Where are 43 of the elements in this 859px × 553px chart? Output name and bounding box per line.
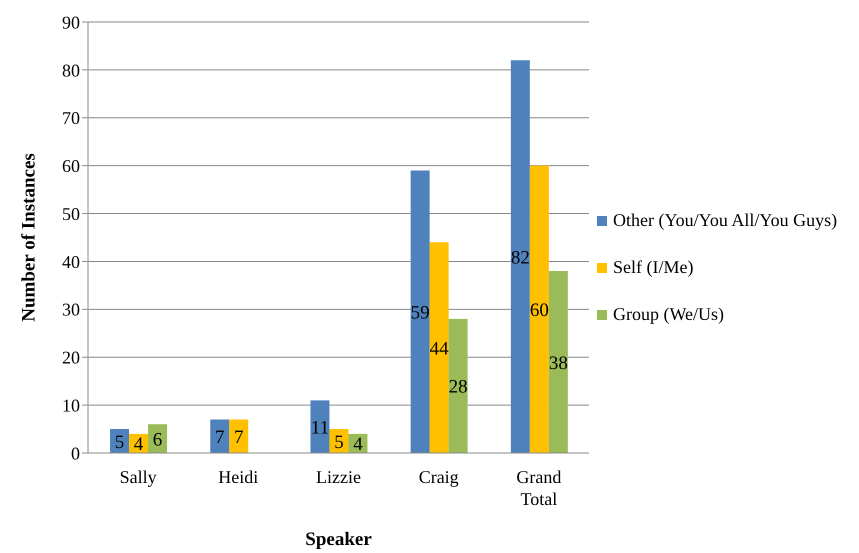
data-label: 4	[134, 434, 144, 456]
legend-label: Other (You/You All/You Guys)	[613, 210, 838, 231]
bar	[410, 170, 430, 453]
data-label: 38	[548, 352, 568, 374]
data-label: 5	[114, 432, 124, 453]
data-label: 4	[353, 434, 364, 456]
y-tick-label: 10	[62, 396, 80, 416]
y-tick-label: 80	[62, 60, 80, 80]
x-axis-title: Speaker	[305, 529, 372, 550]
data-label: 59	[410, 302, 430, 324]
y-axis-title: Number of Instances	[18, 153, 40, 322]
data-label: 60	[530, 300, 549, 322]
data-label: 5	[334, 432, 344, 453]
data-label: 7	[214, 426, 224, 448]
y-tick-label: 50	[62, 204, 80, 224]
bar	[310, 400, 330, 453]
y-tick-label: 20	[62, 348, 80, 368]
bar	[229, 419, 248, 453]
y-tick-label: 40	[62, 252, 80, 272]
bar	[530, 166, 549, 453]
x-tick-label: Heidi	[218, 467, 258, 487]
y-tick-label: 90	[62, 12, 80, 32]
x-tick-label: Grand Total	[516, 467, 562, 509]
y-tick-label: 70	[62, 108, 80, 128]
legend-label: Group (We/Us)	[613, 304, 724, 325]
data-label: 6	[152, 429, 162, 450]
bar	[210, 419, 230, 453]
x-tick-label: Lizzie	[316, 467, 361, 487]
y-tick-label: 60	[62, 156, 80, 176]
x-tick-label: Sally	[120, 467, 157, 487]
x-tick-label: Craig	[418, 467, 459, 487]
bar	[510, 60, 530, 453]
data-label: 28	[448, 376, 468, 398]
bar	[430, 242, 449, 453]
data-label: 82	[510, 247, 530, 268]
data-label: 44	[430, 338, 450, 360]
bar	[448, 318, 468, 453]
bar	[548, 271, 568, 453]
data-label: 11	[310, 417, 330, 438]
legend-label: Self (I/Me)	[613, 257, 694, 278]
y-tick-label: 0	[71, 443, 80, 464]
data-label: 7	[234, 426, 244, 448]
y-tick-label: 30	[62, 300, 80, 320]
